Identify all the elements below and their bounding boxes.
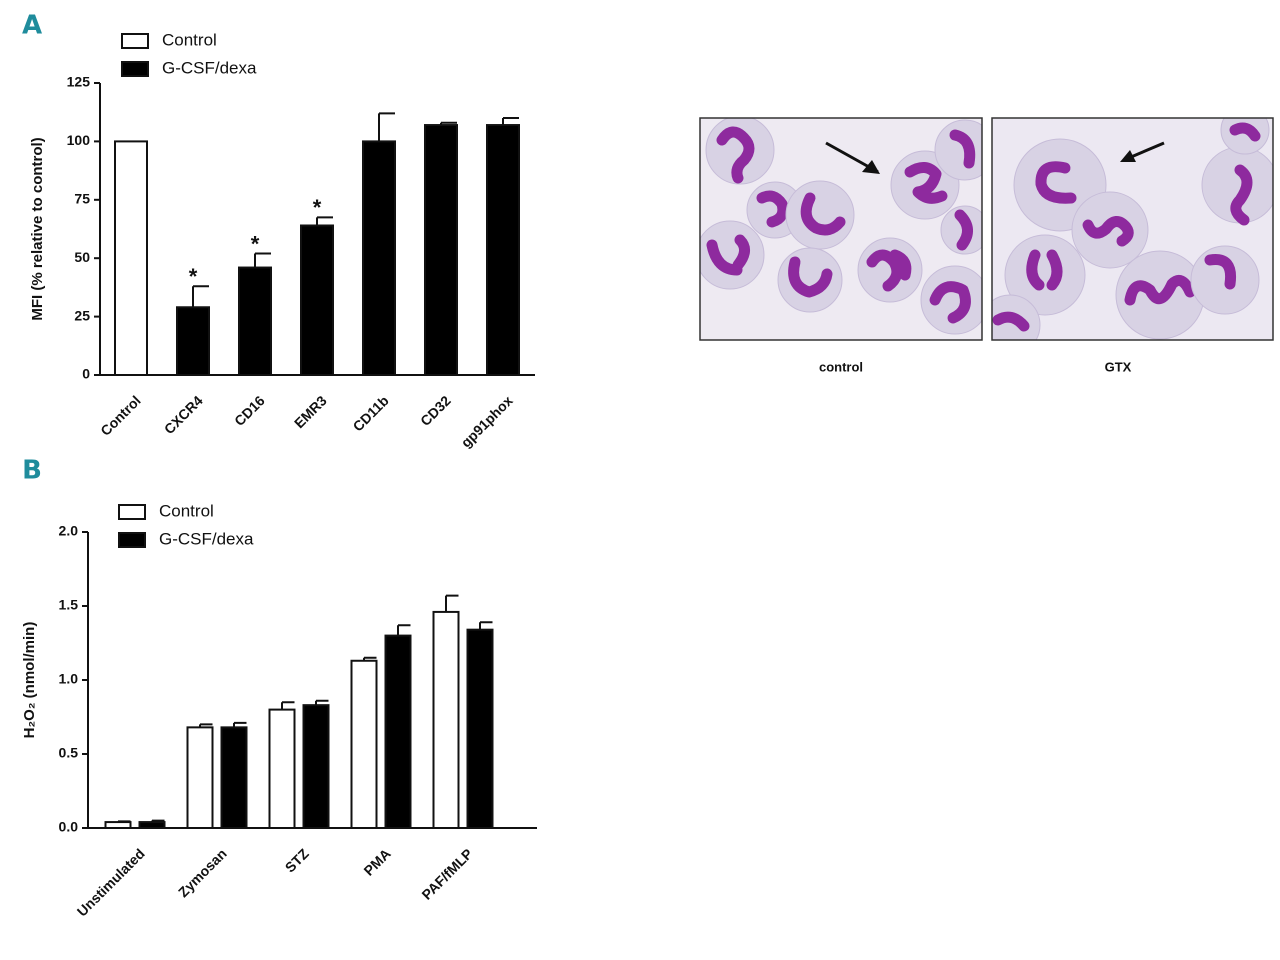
bar xyxy=(486,124,520,376)
x-tick-label: Unstimulated xyxy=(74,845,148,919)
error-bar xyxy=(502,117,519,126)
panel-label: A xyxy=(22,11,42,41)
significance-marker: * xyxy=(313,195,322,220)
error-bar xyxy=(233,721,247,728)
error-bar xyxy=(316,216,333,226)
bar xyxy=(114,140,148,376)
x-tick-label: STZ xyxy=(282,845,312,875)
y-axis-label: MFI (% relative to control) xyxy=(29,137,46,320)
arrow-head xyxy=(1120,150,1136,162)
error-bar xyxy=(151,819,165,823)
error-bar xyxy=(397,624,411,636)
bar xyxy=(176,306,210,377)
error-bar xyxy=(445,594,459,612)
legend-swatch xyxy=(118,532,146,548)
cells xyxy=(992,118,1273,340)
y-tick-label: 0.5 xyxy=(59,745,79,761)
bar xyxy=(466,628,494,829)
x-tick-label: Control xyxy=(97,392,144,439)
error-bar xyxy=(117,820,131,823)
y-axis-label: H₂O₂ (nmol/min) xyxy=(21,622,38,739)
y-tick-label: 100 xyxy=(67,132,91,148)
x-tick-label: CXCR4 xyxy=(161,392,206,437)
image-caption: control xyxy=(819,359,863,374)
y-tick-label: 1.0 xyxy=(59,671,79,687)
bar xyxy=(238,266,272,377)
y-tick-label: 0 xyxy=(82,366,90,382)
legend-label: G-CSF/dexa xyxy=(162,58,257,77)
significance-marker: * xyxy=(251,231,260,256)
x-tick-label: PMA xyxy=(360,845,393,878)
y-tick-label: 125 xyxy=(67,74,91,90)
y-tick-label: 50 xyxy=(74,249,90,265)
x-tick-label: EMR3 xyxy=(291,392,330,431)
error-bar xyxy=(199,723,213,728)
bar xyxy=(220,726,248,829)
y-tick-label: 25 xyxy=(74,307,90,323)
x-tick-label: Zymosan xyxy=(175,845,230,900)
bar xyxy=(300,224,334,376)
y-tick-label: 0.0 xyxy=(59,819,79,835)
bar xyxy=(432,610,460,829)
x-tick-label: CD11b xyxy=(350,392,392,434)
micrograph xyxy=(700,118,982,340)
arrow-head xyxy=(862,160,880,174)
error-bar xyxy=(254,252,271,268)
panel-label: B xyxy=(22,456,42,486)
error-bar xyxy=(378,112,395,142)
image-caption: GTX xyxy=(1105,359,1132,374)
bar xyxy=(186,726,214,829)
bar xyxy=(268,708,296,829)
micrograph xyxy=(992,118,1273,340)
x-tick-label: CD32 xyxy=(417,392,454,429)
legend-label: G-CSF/dexa xyxy=(159,529,254,548)
x-tick-label: PAF/fMLP xyxy=(418,845,475,902)
x-tick-label: gp91phox xyxy=(458,392,516,450)
error-bar xyxy=(315,699,329,706)
bar xyxy=(384,634,412,829)
legend-label: Control xyxy=(159,501,214,520)
error-bar xyxy=(281,701,295,710)
y-tick-label: 2.0 xyxy=(59,523,79,539)
legend-label: Control xyxy=(162,30,217,49)
bar xyxy=(350,659,378,830)
micrograph-frame xyxy=(699,117,983,341)
significance-marker: * xyxy=(189,264,198,289)
cells xyxy=(700,118,982,335)
error-bar xyxy=(479,621,493,630)
legend-swatch xyxy=(118,504,146,520)
bar xyxy=(424,124,458,376)
bar xyxy=(138,821,166,830)
error-bar xyxy=(440,121,457,126)
error-bar xyxy=(192,285,209,308)
x-tick-label: CD16 xyxy=(231,392,268,429)
legend-swatch xyxy=(121,61,149,77)
bar xyxy=(362,140,396,376)
y-tick-label: 1.5 xyxy=(59,597,79,613)
error-bar xyxy=(363,656,377,661)
bar xyxy=(104,821,132,830)
micrograph-frame xyxy=(991,117,1274,341)
y-tick-label: 75 xyxy=(74,191,90,207)
legend-swatch xyxy=(121,33,149,49)
bar xyxy=(302,704,330,829)
